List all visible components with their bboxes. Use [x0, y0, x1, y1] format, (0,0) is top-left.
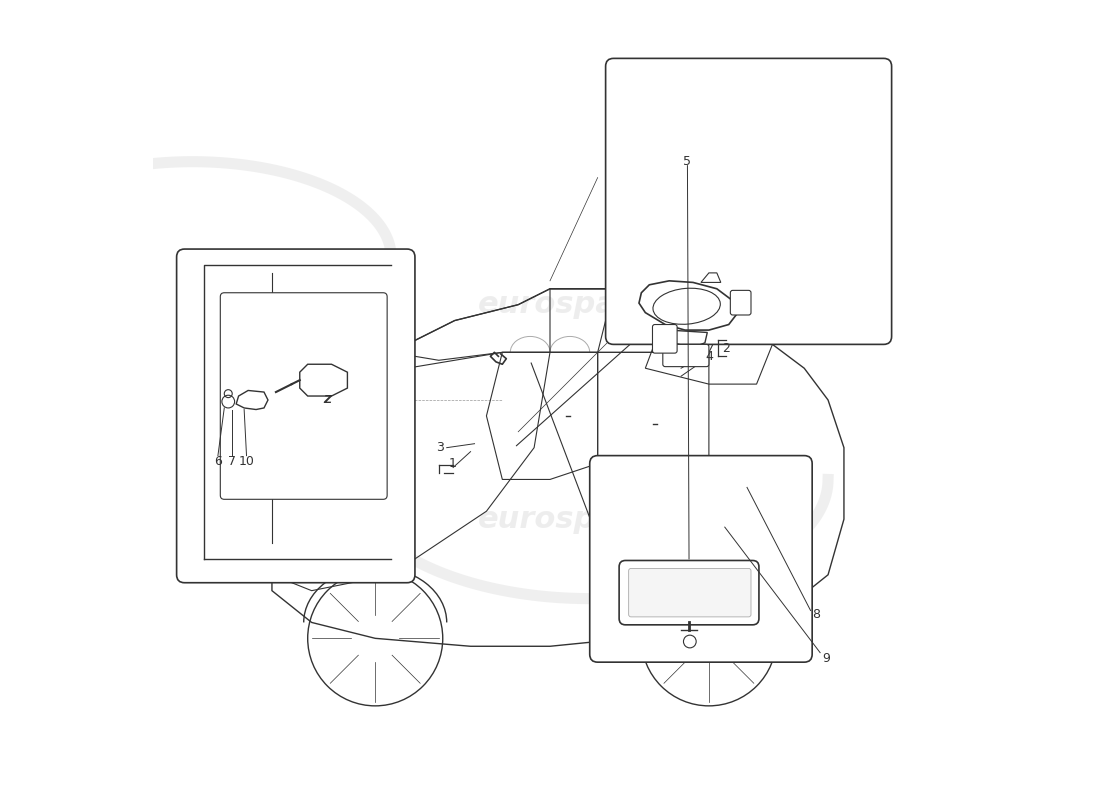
Text: 1: 1 — [449, 457, 456, 470]
Text: 4: 4 — [705, 350, 713, 363]
FancyBboxPatch shape — [177, 249, 415, 582]
Text: 7: 7 — [228, 454, 236, 468]
Text: Z: Z — [323, 395, 331, 405]
FancyBboxPatch shape — [629, 569, 751, 617]
FancyBboxPatch shape — [606, 58, 892, 344]
Text: eurospares: eurospares — [477, 505, 670, 534]
Text: eurospares: eurospares — [216, 290, 408, 319]
Text: 2: 2 — [723, 342, 730, 355]
Text: 3: 3 — [437, 441, 444, 454]
Text: 9: 9 — [823, 652, 830, 665]
FancyBboxPatch shape — [619, 561, 759, 625]
FancyBboxPatch shape — [663, 344, 708, 366]
FancyBboxPatch shape — [652, 325, 678, 353]
FancyBboxPatch shape — [730, 290, 751, 315]
Text: 6: 6 — [214, 454, 222, 468]
Text: 10: 10 — [239, 454, 254, 468]
FancyBboxPatch shape — [590, 456, 812, 662]
Text: eurospares: eurospares — [477, 290, 670, 319]
Text: eurospares: eurospares — [199, 505, 393, 534]
Text: 5: 5 — [683, 155, 692, 168]
Text: 8: 8 — [812, 608, 821, 621]
FancyBboxPatch shape — [220, 293, 387, 499]
